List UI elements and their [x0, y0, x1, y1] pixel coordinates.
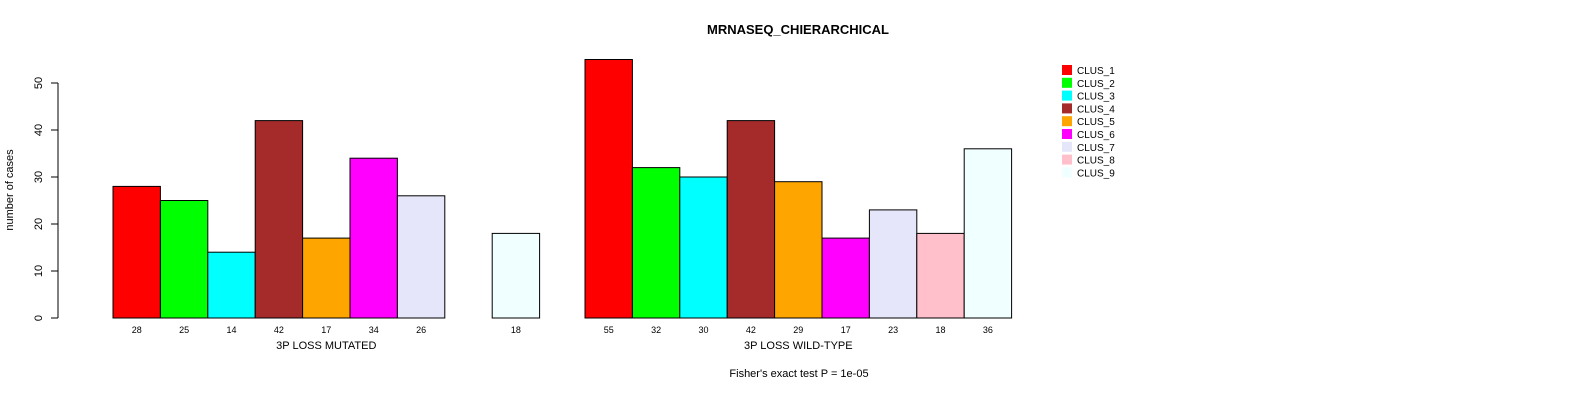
bar-count-label: 14 — [226, 325, 236, 335]
legend-item: CLUS_9 — [1062, 167, 1115, 179]
group-axis-label: 3P LOSS WILD-TYPE — [744, 340, 853, 352]
bar — [207, 251, 256, 319]
bar-count-label: 32 — [651, 325, 661, 335]
legend-item: CLUS_3 — [1062, 90, 1115, 103]
bar-count-label: 55 — [604, 325, 614, 335]
bar — [349, 157, 398, 319]
bar-group: 28 25 14 42 17 34 26 18 — [112, 120, 541, 335]
legend-swatch — [1062, 167, 1072, 178]
legend-swatch — [1062, 154, 1072, 165]
legend-swatch — [1062, 65, 1072, 75]
bar — [631, 167, 681, 319]
bar-count-label: 34 — [369, 325, 379, 335]
bar-count-label: 30 — [698, 325, 708, 335]
bar-count-label: 28 — [132, 325, 142, 335]
legend-swatch — [1062, 141, 1072, 152]
legend-item: CLUS_7 — [1062, 141, 1115, 154]
legend-label: CLUS_9 — [1077, 168, 1115, 179]
group-axis-label: 3P LOSS MUTATED — [276, 340, 376, 352]
y-tick-label: 20 — [33, 218, 45, 230]
bar-count-label: 18 — [511, 325, 521, 335]
legend-swatch — [1062, 129, 1072, 139]
y-axis-label: number of cases — [4, 149, 16, 231]
bar — [302, 237, 351, 319]
bar-groups: 28 25 14 42 17 34 26 18 55 32 30 42 29 17 23 18 36 — [112, 59, 1013, 335]
bar — [916, 232, 965, 319]
legend-item: CLUS_5 — [1062, 116, 1115, 128]
bar — [679, 176, 728, 319]
legend-label: CLUS_4 — [1077, 104, 1115, 115]
y-axis: 0 10 20 30 40 50 — [33, 77, 59, 321]
legend-label: CLUS_8 — [1077, 156, 1115, 167]
y-tick-label: 40 — [33, 124, 45, 136]
bar-count-label: 23 — [888, 325, 898, 335]
legend-item: CLUS_8 — [1062, 154, 1115, 167]
bar — [396, 195, 446, 319]
chart-title: MRNASEQ_CHIERARCHICAL — [707, 22, 889, 37]
y-tick-label: 30 — [33, 171, 45, 183]
bar — [584, 59, 633, 319]
bar-count-label: 26 — [416, 325, 426, 335]
group-labels: 3P LOSS MUTATED 3P LOSS WILD-TYPE — [276, 340, 852, 352]
bar-count-label: 17 — [321, 325, 331, 335]
legend-item: CLUS_6 — [1062, 129, 1115, 141]
legend-swatch — [1062, 103, 1072, 114]
y-tick-label: 50 — [33, 77, 45, 89]
bar-count-label: 42 — [274, 325, 284, 335]
bar-group: 55 32 30 42 29 17 23 18 36 — [584, 59, 1013, 335]
legend-label: CLUS_6 — [1077, 130, 1115, 141]
legend-item: CLUS_2 — [1062, 77, 1115, 90]
bar-count-label: 36 — [983, 325, 993, 335]
legend-label: CLUS_3 — [1077, 92, 1115, 103]
footnote-pvalue: Fisher's exact test P = 1e-05 — [729, 368, 868, 380]
bar — [159, 200, 209, 319]
legend-item: CLUS_1 — [1062, 65, 1115, 77]
legend-label: CLUS_2 — [1077, 79, 1115, 90]
bar — [491, 232, 541, 319]
legend-swatch — [1062, 116, 1072, 127]
legend-label: CLUS_7 — [1077, 143, 1115, 154]
bar — [254, 120, 304, 319]
legend-label: CLUS_5 — [1077, 117, 1115, 128]
legend-swatch — [1062, 90, 1072, 101]
legend-swatch — [1062, 77, 1072, 88]
y-tick-label: 0 — [33, 315, 45, 321]
bar — [774, 181, 823, 319]
legend-label: CLUS_1 — [1077, 66, 1115, 77]
bar — [112, 185, 161, 319]
legend-item: CLUS_4 — [1062, 103, 1115, 115]
y-tick-label: 10 — [33, 265, 45, 277]
bar-count-label: 17 — [841, 325, 851, 335]
bar-count-label: 29 — [793, 325, 803, 335]
bar-count-label: 42 — [746, 325, 756, 335]
bar-count-label: 25 — [179, 325, 189, 335]
bar — [963, 148, 1013, 319]
bar — [726, 120, 776, 319]
bar-count-label: 18 — [935, 325, 945, 335]
bar — [821, 237, 870, 319]
bar — [868, 209, 918, 319]
